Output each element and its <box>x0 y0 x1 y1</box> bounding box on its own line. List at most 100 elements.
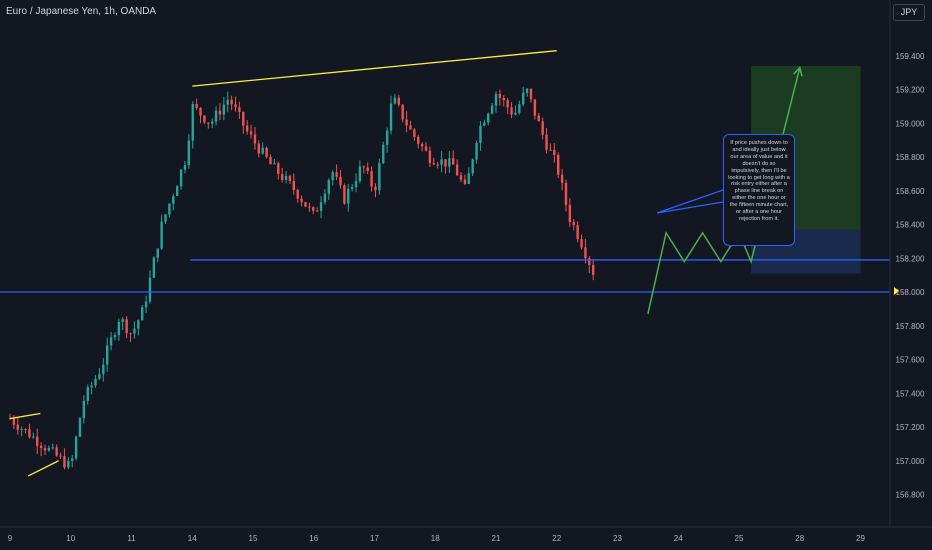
candle-body <box>74 436 78 459</box>
candle-body <box>444 159 447 167</box>
candle-body <box>374 186 377 191</box>
candle-body <box>273 163 276 165</box>
y-tick-label: 157.400 <box>896 389 925 398</box>
candle-body <box>522 92 525 105</box>
candle-body <box>350 186 354 189</box>
candle-body <box>417 136 420 145</box>
candle-body <box>140 307 144 321</box>
candle-body <box>156 248 159 258</box>
y-tick-label: 156.800 <box>896 491 925 500</box>
candle-body <box>67 461 70 468</box>
candle-body <box>401 104 404 120</box>
candle-body <box>389 103 393 131</box>
candle-body <box>109 337 113 346</box>
candle-body <box>71 458 74 462</box>
candle-body <box>106 345 109 365</box>
candle-body <box>537 115 540 122</box>
candle-body <box>51 447 54 449</box>
symbol-title: Euro / Japanese Yen, 1h, OANDA <box>6 6 157 17</box>
candle-body <box>137 320 140 329</box>
candle-body <box>331 172 334 181</box>
candle-body <box>549 149 552 151</box>
x-tick-label: 14 <box>188 534 197 543</box>
x-tick-label: 9 <box>8 534 13 543</box>
candle-body <box>16 424 19 430</box>
candle-body <box>63 456 66 468</box>
y-tick-label: 159.400 <box>896 52 925 61</box>
y-tick-label: 159.200 <box>896 86 925 95</box>
y-tick-label: 158.200 <box>896 254 925 263</box>
candle-body <box>514 112 517 115</box>
candle-body <box>385 130 389 145</box>
x-tick-label: 17 <box>370 534 379 543</box>
candle-body <box>588 258 591 266</box>
candle-body <box>584 247 587 259</box>
candle-body <box>564 182 568 205</box>
y-tick-label: 157.000 <box>896 457 925 466</box>
candle-body <box>98 374 101 379</box>
candle-body <box>448 158 451 167</box>
y-tick-label: 157.800 <box>896 322 925 331</box>
candle-body <box>191 104 194 141</box>
candle-body <box>362 166 366 168</box>
candle-body <box>133 328 136 334</box>
candle-body <box>47 447 51 451</box>
candle-body <box>121 319 124 323</box>
candle-body <box>36 436 39 446</box>
candle-body <box>393 97 397 104</box>
candle-body <box>518 104 521 113</box>
candle-body <box>261 147 264 154</box>
candle-body <box>203 115 206 123</box>
candle-body <box>327 180 331 194</box>
candle-body <box>483 122 486 126</box>
y-tick-label: 159.000 <box>896 119 925 128</box>
candle-body <box>238 107 241 112</box>
candle-body <box>210 121 214 124</box>
candle-body <box>366 167 369 172</box>
candle-body <box>490 105 494 114</box>
candle-body <box>168 203 171 215</box>
candle-body <box>455 164 459 176</box>
candle-body <box>129 333 132 335</box>
candle-body <box>413 129 416 137</box>
candle-body <box>533 99 537 116</box>
candle-body <box>280 174 284 180</box>
projection-path <box>647 67 801 315</box>
annotation-note[interactable]: If price pushes down to and ideally just… <box>723 134 795 246</box>
candle-body <box>319 202 323 211</box>
candle-body <box>144 301 148 308</box>
candle-body <box>420 144 424 147</box>
candle-body <box>28 429 31 438</box>
candle-body <box>288 176 292 182</box>
candle-body <box>459 175 463 180</box>
candle-body <box>175 186 179 196</box>
candle-body <box>222 104 226 115</box>
candle-body <box>230 99 233 105</box>
x-tick-label: 11 <box>127 534 136 543</box>
candle-body <box>102 364 105 375</box>
candle-body <box>82 400 86 419</box>
candle-body <box>545 134 548 150</box>
y-tick-label: 157.200 <box>896 423 925 432</box>
candle-body <box>253 134 257 144</box>
candle-body <box>428 150 432 164</box>
candle-body <box>467 173 470 184</box>
candle-body <box>284 176 288 180</box>
candle-body <box>59 455 62 457</box>
candle-body <box>113 335 117 338</box>
x-tick-label: 22 <box>552 534 561 543</box>
x-tick-label: 25 <box>735 534 744 543</box>
candle-body <box>370 171 373 187</box>
currency-button[interactable]: JPY <box>893 4 925 21</box>
candle-body <box>199 107 202 116</box>
candle-body <box>557 154 560 175</box>
arrowhead-icon <box>793 66 803 77</box>
candle-body <box>553 149 556 155</box>
candle-body <box>125 319 128 334</box>
candle-body <box>405 119 408 126</box>
x-tick-label: 29 <box>856 534 865 543</box>
candle-body <box>358 166 362 182</box>
candle-body <box>424 146 428 151</box>
candle-body <box>148 277 152 302</box>
